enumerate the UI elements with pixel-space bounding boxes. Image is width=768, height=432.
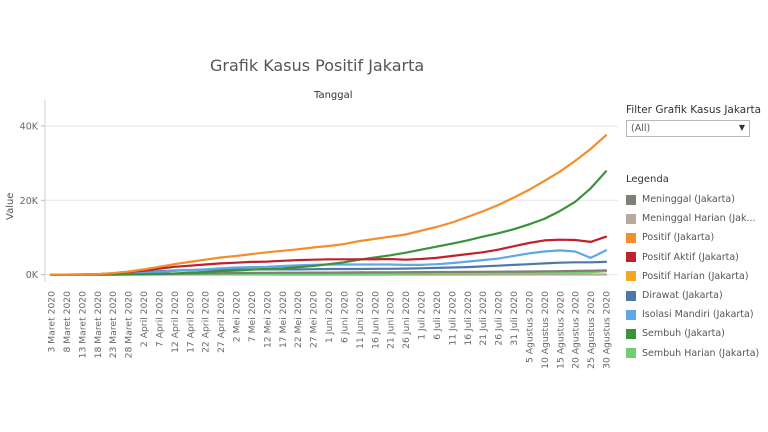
y-tick-label: 40K xyxy=(20,122,39,133)
legend-item[interactable]: Positif Harian (Jakarta) xyxy=(626,267,759,286)
line-chart: 0K 20K 40K 3 Maret 2020 8 Maret 2020 13 Maret… xyxy=(20,100,618,369)
y-tick-label: 20K xyxy=(20,196,39,207)
x-tick-label: 30 Agustus 2020 xyxy=(602,291,613,369)
legend-label: Meninggal (Jakarta) xyxy=(642,194,735,206)
legend-swatch xyxy=(626,271,636,282)
x-tick-label: 28 Maret 2020 xyxy=(124,291,135,358)
legend-label: Sembuh Harian (Jakarta) xyxy=(642,347,760,359)
x-tick-label: 22 April 2020 xyxy=(201,291,212,353)
legend-label: Dirawat (Jakarta) xyxy=(642,290,723,302)
x-tick-label: 6 Juli 2020 xyxy=(432,291,443,340)
x-tick-label: 15 Agustus 2020 xyxy=(555,291,566,369)
legend-item[interactable]: Sembuh Harian (Jakarta) xyxy=(626,344,759,363)
x-tick-label: 12 April 2020 xyxy=(170,291,181,353)
legend-label: Positif Aktif (Jakarta) xyxy=(642,251,739,263)
legend-item[interactable]: Sembuh (Jakarta) xyxy=(626,324,759,343)
x-tick-label: 1 Juni 2020 xyxy=(324,291,335,343)
legend-swatch xyxy=(626,194,636,205)
legend-swatch xyxy=(626,328,636,339)
x-tick-label: 16 Juni 2020 xyxy=(370,291,381,349)
x-tick-label: 7 Mei 2020 xyxy=(247,291,258,342)
chart-title: Grafik Kasus Positif Jakarta xyxy=(210,56,425,75)
x-tick-label: 17 Mei 2020 xyxy=(278,291,289,348)
x-tick-label: 23 Maret 2020 xyxy=(108,291,119,358)
x-tick-label: 5 Agustus 2020 xyxy=(524,291,535,363)
x-tick-label: 27 April 2020 xyxy=(216,291,227,353)
x-tick-label: 25 Agustus 2020 xyxy=(586,291,597,369)
filter-label: Filter Grafik Kasus Jakarta xyxy=(626,104,762,116)
x-tick-label: 8 Maret 2020 xyxy=(62,291,73,353)
x-tick-label: 17 April 2020 xyxy=(185,291,196,353)
legend-item[interactable]: Isolasi Mandiri (Jakarta) xyxy=(626,305,759,324)
x-tick-label: 18 Maret 2020 xyxy=(93,291,104,358)
x-tick-label: 6 Juni 2020 xyxy=(339,291,350,343)
chevron-down-icon[interactable]: ▼ xyxy=(738,123,745,132)
x-tick-label: 1 Juli 2020 xyxy=(417,291,428,340)
x-axis-title: Tanggal xyxy=(314,90,353,101)
x-tick-label: 21 Juli 2020 xyxy=(478,291,489,346)
legend-item[interactable]: Dirawat (Jakarta) xyxy=(626,286,759,305)
x-tick-label: 26 Juli 2020 xyxy=(494,291,505,346)
legend-swatch xyxy=(626,348,636,359)
x-tick-label: 20 Agustus 2020 xyxy=(571,291,582,369)
x-tick-label: 26 Juni 2020 xyxy=(401,291,412,349)
x-tick-label: 7 April 2020 xyxy=(154,291,165,347)
legend-item[interactable]: Positif Aktif (Jakarta) xyxy=(626,248,759,267)
x-tick-label: 11 Juli 2020 xyxy=(447,291,458,346)
legend-swatch xyxy=(626,290,636,301)
x-tick-label: 13 Maret 2020 xyxy=(77,291,88,358)
legend-item[interactable]: Meninggal Harian (Jak... xyxy=(626,209,759,228)
x-tick-label: 11 Juni 2020 xyxy=(355,291,366,349)
x-tick-label: 16 Juli 2020 xyxy=(463,291,474,346)
legend-label: Meninggal Harian (Jak... xyxy=(642,213,756,225)
x-tick-label: 21 Juni 2020 xyxy=(386,291,397,349)
legend-swatch xyxy=(626,252,636,263)
legend-item[interactable]: Meninggal (Jakarta) xyxy=(626,190,759,209)
x-tick-label: 27 Mei 2020 xyxy=(309,291,320,348)
legend-label: Sembuh (Jakarta) xyxy=(642,328,725,340)
x-tick-label: 22 Mei 2020 xyxy=(293,291,304,348)
legend-swatch xyxy=(626,232,636,243)
legend: Meninggal (Jakarta) Meninggal Harian (Jak… xyxy=(626,190,759,363)
x-tick-label: 31 Juli 2020 xyxy=(509,291,520,346)
legend-swatch xyxy=(626,309,636,320)
x-tick-label: 2 April 2020 xyxy=(139,291,150,347)
legend-label: Positif Harian (Jakarta) xyxy=(642,270,749,282)
x-tick-label: 10 Agustus 2020 xyxy=(540,291,551,369)
filter-dropdown[interactable]: (All) ▼ xyxy=(626,120,750,137)
legend-swatch xyxy=(626,213,636,224)
series-line-positif-jakarta xyxy=(49,134,608,276)
filter-value: (All) xyxy=(631,123,651,134)
y-tick-label: 0K xyxy=(26,270,39,281)
x-tick-label: 12 Mei 2020 xyxy=(262,291,273,348)
legend-label: Positif (Jakarta) xyxy=(642,232,715,244)
legend-label: Isolasi Mandiri (Jakarta) xyxy=(642,309,754,321)
series-line-sembuh-jakarta xyxy=(49,170,608,276)
legend-item[interactable]: Positif (Jakarta) xyxy=(626,228,759,247)
legend-title: Legenda xyxy=(626,174,669,185)
x-tick-label: 2 Mei 2020 xyxy=(232,291,243,342)
x-tick-label: 3 Maret 2020 xyxy=(47,291,58,353)
